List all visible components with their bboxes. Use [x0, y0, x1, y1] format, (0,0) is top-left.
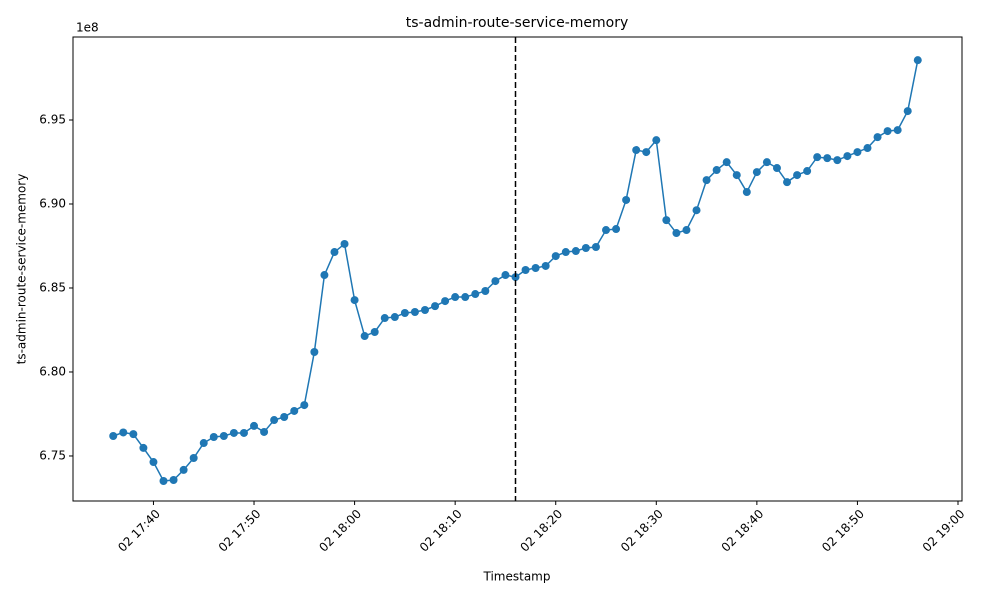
y-tick-label: 6.85: [39, 280, 66, 294]
data-point: [612, 225, 621, 234]
data-point: [873, 133, 882, 142]
data-point: [461, 293, 470, 302]
data-point: [833, 156, 842, 165]
data-point: [672, 229, 681, 238]
data-point: [179, 465, 188, 474]
data-point: [622, 195, 631, 204]
data-point: [139, 443, 148, 452]
data-point: [441, 297, 450, 306]
data-point: [521, 266, 530, 275]
data-point: [803, 167, 812, 176]
data-point: [913, 56, 922, 65]
data-point: [823, 154, 832, 163]
data-point: [209, 432, 218, 441]
data-point: [471, 290, 480, 299]
data-point: [149, 458, 158, 467]
data-point: [340, 239, 349, 248]
data-point: [712, 166, 721, 175]
data-point: [783, 178, 792, 187]
data-point: [310, 347, 319, 356]
data-point: [752, 168, 761, 177]
y-tick-label: 6.90: [39, 196, 66, 210]
data-point: [642, 148, 651, 157]
data-point: [199, 439, 208, 448]
data-point: [602, 226, 611, 235]
data-point: [159, 477, 168, 486]
y-tick-label: 6.95: [39, 112, 66, 126]
plot-frame: [72, 36, 963, 502]
y-tick-label: 6.80: [39, 364, 66, 378]
data-point: [481, 287, 490, 296]
data-point: [883, 127, 892, 136]
y-offset-label: 1e8: [76, 21, 99, 35]
data-point: [762, 158, 771, 167]
data-point: [652, 136, 661, 145]
data-point: [632, 146, 641, 155]
data-point: [330, 248, 339, 257]
data-point: [692, 206, 701, 215]
data-point: [742, 188, 751, 197]
data-point: [491, 277, 500, 286]
data-point: [581, 244, 590, 253]
data-point: [531, 263, 540, 272]
data-point: [290, 406, 299, 415]
data-point: [129, 430, 138, 439]
data-point: [451, 293, 460, 302]
data-point: [260, 427, 269, 436]
data-point: [189, 453, 198, 462]
data-point: [682, 226, 691, 235]
data-point: [420, 305, 429, 314]
data-point: [863, 144, 872, 153]
data-point: [853, 148, 862, 157]
data-point: [571, 247, 580, 256]
data-point: [280, 413, 289, 422]
y-axis-label: ts-admin-route-service-memory: [15, 174, 29, 365]
data-point: [219, 431, 228, 440]
data-point: [772, 164, 781, 173]
data-point: [169, 476, 178, 485]
y-tick-label: 6.75: [39, 448, 66, 462]
data-point: [229, 428, 238, 437]
data-point: [702, 176, 711, 185]
data-point: [360, 332, 369, 341]
data-point: [561, 248, 570, 257]
data-point: [380, 314, 389, 323]
data-point: [843, 152, 852, 161]
data-point: [300, 401, 309, 410]
data-point: [431, 302, 440, 311]
data-point: [410, 308, 419, 317]
data-point: [591, 242, 600, 251]
data-point: [119, 428, 128, 437]
data-point: [109, 431, 118, 440]
data-point: [732, 171, 741, 180]
data-point: [350, 296, 359, 305]
x-axis-label: Timestamp: [483, 570, 551, 584]
data-point: [662, 216, 671, 225]
data-point: [511, 273, 520, 282]
data-point: [813, 153, 822, 162]
data-point: [270, 416, 279, 425]
data-point: [320, 271, 329, 280]
data-point: [541, 261, 550, 270]
data-point: [250, 421, 259, 430]
data-point: [239, 428, 248, 437]
data-point: [400, 309, 409, 318]
data-point: [390, 313, 399, 322]
data-point: [893, 126, 902, 135]
data-point: [722, 158, 731, 167]
data-point: [903, 107, 912, 116]
chart-title: ts-admin-route-service-memory: [406, 15, 629, 31]
data-point: [793, 171, 802, 180]
data-point: [370, 327, 379, 336]
data-point: [501, 271, 510, 280]
data-point: [551, 252, 560, 261]
